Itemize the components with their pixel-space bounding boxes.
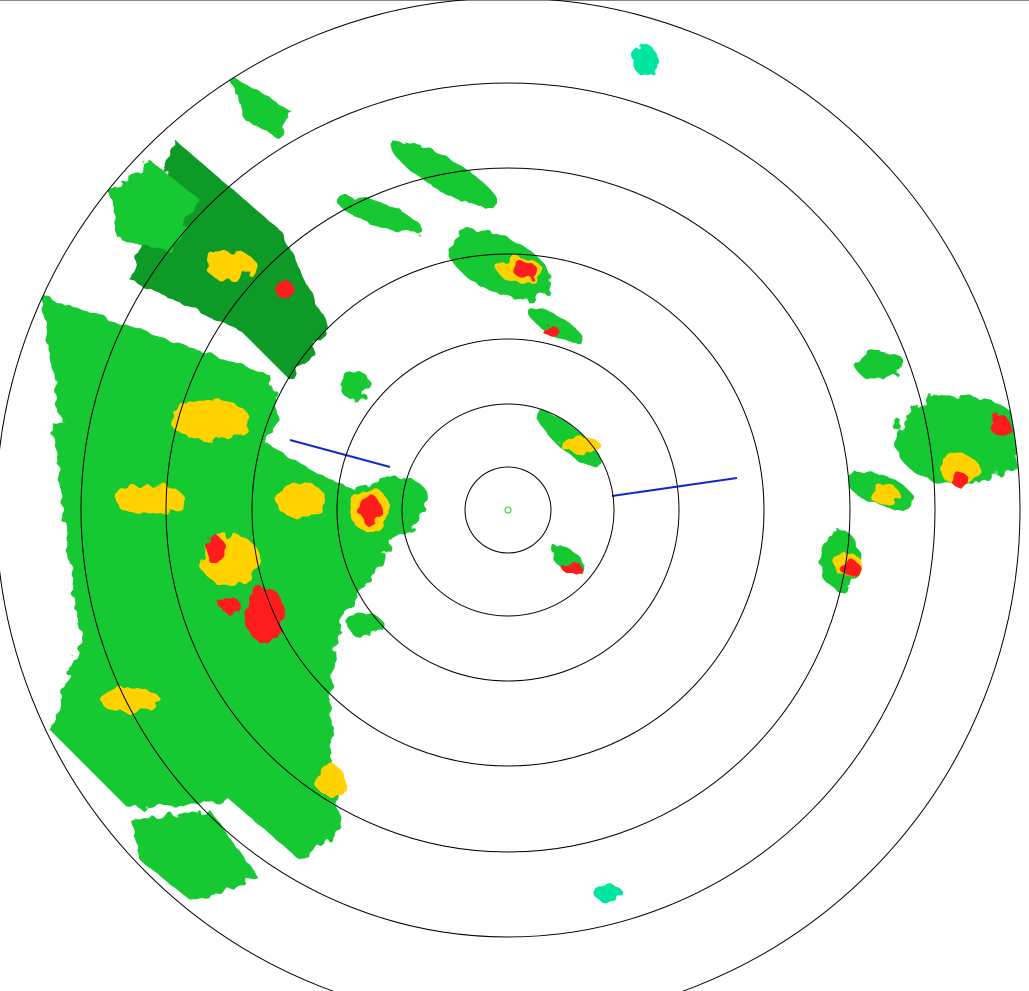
intense-core [952, 472, 968, 488]
echo-cell [340, 370, 370, 400]
heavy-core [100, 688, 160, 712]
echo-cell [528, 307, 582, 343]
echo-area [230, 75, 290, 140]
heavy-core [315, 765, 345, 795]
echo-area [130, 810, 260, 900]
heavy-core [115, 485, 185, 515]
precipitation-echoes [40, 44, 1020, 902]
range-ring [165, 167, 851, 853]
heavy-core [940, 455, 980, 485]
top-border [0, 0, 1029, 1]
echo-cell [594, 884, 622, 902]
echo-cell [448, 230, 552, 300]
heavy-core [205, 250, 255, 280]
range-ring [464, 466, 552, 554]
heavy-core [870, 485, 900, 505]
echo-cell [633, 44, 657, 76]
intense-core [542, 325, 558, 335]
echo-cell [392, 141, 498, 209]
heavy-core [170, 400, 250, 440]
intense-core [562, 562, 582, 574]
echo-cell [337, 195, 423, 235]
intense-core [275, 282, 295, 298]
intense-core [513, 262, 537, 278]
clutter-spike [611, 477, 738, 497]
heavy-core [275, 482, 325, 518]
heavy-core [560, 437, 600, 453]
intense-core [220, 597, 240, 613]
intense-core [360, 494, 380, 526]
echo-cell [855, 350, 905, 380]
range-ring [336, 338, 680, 682]
range-ring [401, 403, 615, 617]
echo-cell [895, 395, 1020, 485]
echo-area [50, 420, 390, 860]
range-ring [251, 253, 765, 767]
clutter-spike [289, 439, 391, 468]
range-ring [80, 82, 936, 938]
intense-core [245, 587, 285, 643]
radar-site-marker [504, 506, 512, 514]
echo-area [110, 160, 200, 250]
echo-cell [347, 613, 383, 637]
intense-core [205, 536, 225, 564]
intense-core [840, 560, 860, 576]
intense-core [990, 415, 1010, 435]
